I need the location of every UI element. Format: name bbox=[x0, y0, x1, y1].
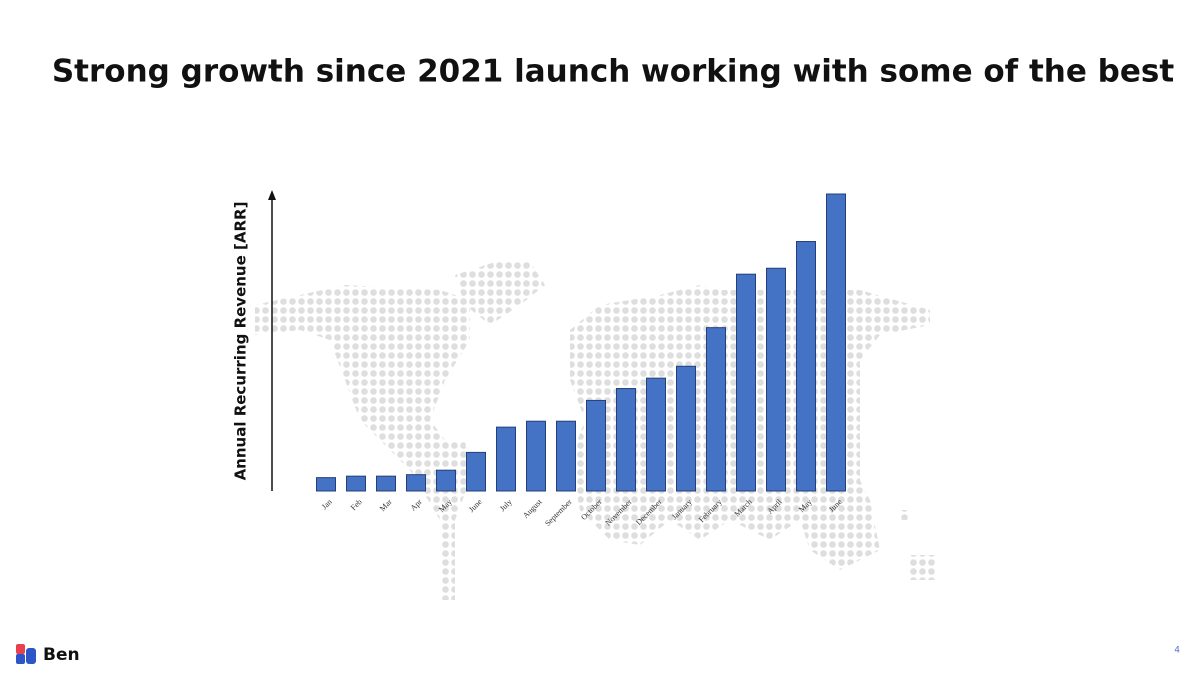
bar bbox=[346, 475, 366, 492]
x-tick-label: August bbox=[521, 497, 544, 520]
bar bbox=[766, 267, 786, 492]
x-tick-label: July bbox=[498, 497, 514, 513]
bar bbox=[736, 273, 756, 492]
chart-title: Strong growth since 2021 launch working … bbox=[52, 54, 1174, 90]
x-tick-label: Feb bbox=[349, 497, 364, 512]
page-number: 4 bbox=[1174, 646, 1180, 656]
brand-name: Ben bbox=[43, 645, 80, 665]
logo bbox=[16, 644, 36, 664]
bar bbox=[706, 327, 726, 492]
bar bbox=[406, 474, 426, 492]
bar bbox=[316, 477, 336, 492]
x-tick-label: Jan bbox=[320, 497, 334, 511]
bar bbox=[796, 241, 816, 492]
bar bbox=[496, 426, 516, 492]
bar bbox=[676, 365, 696, 492]
bar bbox=[376, 475, 396, 492]
x-tick-label: September bbox=[543, 497, 574, 528]
bar bbox=[646, 377, 666, 492]
bar bbox=[526, 420, 546, 492]
bar bbox=[436, 469, 456, 492]
bar bbox=[616, 388, 636, 492]
x-tick-label: Apr bbox=[409, 497, 424, 512]
y-axis-label: Annual Recurring Revenue [ARR] bbox=[232, 202, 250, 481]
bar bbox=[826, 193, 846, 492]
x-tick-label: June bbox=[467, 497, 484, 514]
bar bbox=[586, 399, 606, 492]
bar bbox=[466, 451, 486, 492]
bar bbox=[556, 420, 576, 492]
y-axis-arrow bbox=[268, 190, 276, 200]
x-tick-label: Mar bbox=[378, 497, 394, 513]
